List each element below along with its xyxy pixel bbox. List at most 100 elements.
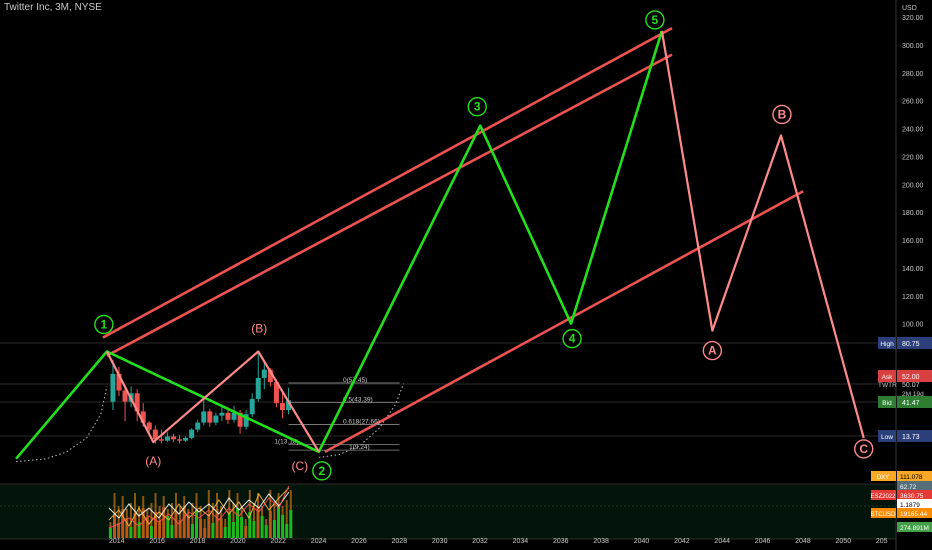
volume-bar: [207, 514, 211, 538]
channel-line-2[interactable]: [106, 53, 673, 357]
volume-bar: [211, 523, 215, 538]
x-tick-label: 2030: [432, 538, 448, 545]
candle-body: [286, 400, 292, 411]
wave-correction-1[interactable]: [105, 350, 320, 453]
volume-bar: [231, 522, 235, 538]
volume-bar: [133, 513, 137, 538]
volume-bar: [108, 528, 112, 538]
indicator-bar: [220, 506, 223, 518]
candle-body: [219, 412, 225, 416]
wave-label-3: 3: [474, 100, 481, 114]
wave-label-3-circle: [467, 97, 487, 117]
volume-bar: [195, 510, 199, 538]
indicator-bar: [199, 506, 202, 519]
volume-bar: [252, 521, 256, 538]
volume-bar: [268, 511, 272, 538]
price-axis-label: 200.00: [902, 182, 924, 189]
dotted-envelope-right: [318, 383, 405, 458]
price-axis-label: 240.00: [902, 127, 924, 134]
price-axis-label: 180.00: [902, 210, 924, 217]
indicator-bar: [289, 490, 292, 510]
indicator-bar: [232, 503, 235, 522]
indicator-bar: [244, 519, 247, 526]
indicator-bar: [154, 493, 157, 512]
low-tag-value-box: [897, 430, 932, 442]
wave-label-5: 5: [652, 13, 659, 27]
wave-label-a: A: [708, 344, 717, 358]
volume-bar: [240, 517, 244, 538]
candle-body: [225, 412, 231, 420]
candle-body: [237, 412, 243, 427]
indicator-line-2: [108, 485, 290, 529]
wave-label-5-circle: [645, 10, 665, 30]
x-tick-label: 2036: [553, 538, 569, 545]
fib-level-label: 1(13.18): [274, 439, 298, 446]
volume-bar: [137, 522, 141, 538]
wave-correction-2[interactable]: [660, 30, 865, 439]
price-axis-label: 300.00: [902, 43, 924, 50]
volume-bar: [121, 509, 125, 538]
wave-label-2-circle: [312, 461, 332, 481]
indicator-bar: [129, 503, 132, 527]
wave-label-b: B: [778, 107, 787, 121]
price-axis-label: 100.00: [902, 322, 924, 329]
volume-bar: [162, 507, 166, 538]
quote-last: 50.07: [902, 382, 920, 389]
low-tag-label-box: [878, 430, 896, 442]
candle-body: [195, 422, 201, 430]
indicator-line-1: [108, 491, 290, 519]
volume-bar: [285, 524, 289, 538]
wave-impulse-0[interactable]: [15, 30, 664, 460]
wave-label-a-circle: [702, 340, 723, 361]
x-tick-label: 2016: [149, 538, 165, 545]
indicator-bar: [216, 493, 219, 509]
ask-tag-label: Ask: [882, 374, 894, 381]
x-tick-label: 2028: [392, 538, 408, 545]
indicator-bar: [273, 503, 276, 520]
esz2022-tag-label-box: [871, 490, 896, 500]
low-tag-label: Low: [881, 434, 893, 441]
indicator-pane: [0, 484, 896, 539]
wave-label-1-circle: [94, 314, 114, 335]
volume-bar: [281, 515, 285, 538]
quote-countdown: 2M 19d: [902, 391, 924, 398]
candle-body: [207, 411, 213, 423]
wave-label-a-paren: (A): [145, 454, 161, 468]
candle-body: [183, 437, 189, 441]
volume-bar: [178, 520, 182, 538]
wave-label-b-paren: (B): [251, 322, 267, 336]
channel-line-1[interactable]: [102, 27, 673, 339]
price-axis-label: 220.00: [902, 154, 924, 161]
candle-body: [255, 377, 261, 399]
indicator-bar: [252, 503, 255, 521]
dxy-tag-value-box: [897, 471, 932, 481]
ind-tag-6-value: 274.891M: [900, 525, 929, 532]
candle-body: [164, 436, 170, 441]
indicator-bar: [166, 509, 169, 516]
indicator-bar: [150, 503, 153, 526]
volume-bar: [260, 516, 264, 538]
ask-tag-label-box: [878, 370, 896, 382]
indicator-bar: [228, 490, 231, 513]
fib-level-label: 0.618(27.66): [343, 418, 380, 425]
x-tick-label: 2018: [190, 538, 206, 545]
ind-tag-6-value-box: [897, 522, 932, 532]
volume-bar: [174, 511, 178, 538]
volume-bar: [236, 508, 240, 538]
indicator-bar: [285, 500, 288, 524]
indicator-bar: [138, 506, 141, 522]
x-tick-label: 2046: [755, 538, 771, 545]
fib-level-label: 1(9.24): [349, 444, 370, 451]
volume-bar: [277, 506, 281, 538]
candle-body: [261, 369, 267, 378]
indicator-bar: [257, 493, 260, 507]
indicator-bar: [207, 490, 210, 514]
candle-body: [152, 429, 158, 440]
candle-body: [122, 390, 128, 402]
channel-line-3[interactable]: [324, 190, 804, 453]
indicator-bar: [191, 503, 194, 524]
indicator-bar: [146, 509, 149, 517]
volume-bar: [166, 516, 170, 538]
